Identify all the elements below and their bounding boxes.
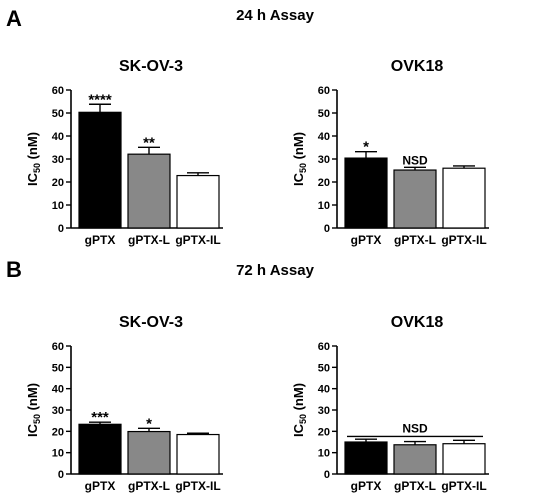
x-tick-label: gPTX — [85, 233, 116, 247]
bar — [442, 443, 486, 475]
y-tick-label: 0 — [324, 223, 330, 235]
x-tick-label: gPTX-IL — [175, 479, 220, 493]
y-tick-label: 40 — [52, 384, 64, 396]
bar — [393, 444, 437, 475]
y-axis-label: IC50 (nM) — [291, 383, 308, 437]
y-tick-label: 40 — [52, 131, 64, 143]
bar — [442, 167, 486, 229]
y-tick-label: 60 — [318, 341, 330, 353]
significance-label: NSD — [402, 153, 428, 167]
y-axis-label-sub: 50 — [32, 163, 42, 173]
y-tick-label: 30 — [52, 405, 64, 417]
bar — [78, 423, 122, 475]
y-axis-label-sub: 50 — [298, 414, 308, 424]
bar — [127, 153, 171, 229]
y-tick-label: 20 — [52, 426, 64, 438]
y-tick-label: 30 — [52, 154, 64, 166]
y-tick-label: 60 — [318, 85, 330, 97]
x-tick-label: gPTX-L — [394, 479, 436, 493]
x-tick-label: gPTX — [85, 479, 116, 493]
significance-label: ** — [143, 134, 155, 151]
significance-label: **** — [88, 91, 112, 108]
bar — [78, 111, 122, 229]
y-tick-label: 50 — [52, 362, 64, 374]
y-axis-label-main: IC — [291, 423, 306, 437]
bar — [344, 441, 388, 475]
y-axis-label: IC50 (nM) — [25, 132, 42, 186]
y-axis-label-unit: (nM) — [25, 383, 40, 414]
bracket-label: NSD — [402, 421, 428, 435]
y-tick-label: 20 — [52, 177, 64, 189]
y-tick-label: 50 — [318, 108, 330, 120]
y-tick-label: 0 — [58, 223, 64, 235]
panel-b-title: 72 h Assay — [236, 262, 314, 279]
y-tick-label: 10 — [52, 200, 64, 212]
x-tick-label: gPTX-IL — [441, 233, 486, 247]
y-tick-label: 20 — [318, 426, 330, 438]
y-tick-label: 20 — [318, 177, 330, 189]
chart-title: OVK18 — [391, 314, 444, 331]
y-axis-label-unit: (nM) — [25, 132, 40, 163]
x-tick-label: gPTX-IL — [441, 479, 486, 493]
chart-title: SK-OV-3 — [119, 314, 183, 331]
panel-b-letter: B — [6, 257, 22, 282]
bar — [393, 169, 437, 229]
y-tick-label: 60 — [52, 85, 64, 97]
y-axis-label-main: IC — [25, 172, 40, 186]
panel-a-title: 24 h Assay — [236, 7, 314, 24]
y-tick-label: 40 — [318, 384, 330, 396]
y-tick-label: 50 — [318, 362, 330, 374]
y-tick-label: 50 — [52, 108, 64, 120]
y-tick-label: 10 — [318, 448, 330, 460]
x-tick-label: gPTX-L — [394, 233, 436, 247]
x-tick-label: gPTX — [351, 233, 382, 247]
significance-label: * — [363, 139, 369, 156]
y-axis-label-main: IC — [291, 172, 306, 186]
y-tick-label: 60 — [52, 341, 64, 353]
panel-a-letter: A — [6, 6, 22, 31]
significance-label: *** — [91, 409, 109, 426]
y-tick-label: 10 — [52, 448, 64, 460]
y-axis-label-main: IC — [25, 423, 40, 437]
y-axis-label: IC50 (nM) — [25, 383, 42, 437]
y-axis-label-unit: (nM) — [291, 132, 306, 163]
y-tick-label: 40 — [318, 131, 330, 143]
x-tick-label: gPTX — [351, 479, 382, 493]
y-tick-label: 30 — [318, 154, 330, 166]
significance-label: * — [146, 415, 152, 432]
x-tick-label: gPTX-L — [128, 479, 170, 493]
x-tick-label: gPTX-L — [128, 233, 170, 247]
y-axis-label-sub: 50 — [298, 163, 308, 173]
y-tick-label: 0 — [324, 469, 330, 481]
bar — [176, 433, 220, 475]
y-tick-label: 10 — [318, 200, 330, 212]
bar — [344, 157, 388, 229]
y-axis-label: IC50 (nM) — [291, 132, 308, 186]
y-tick-label: 0 — [58, 469, 64, 481]
x-tick-label: gPTX-IL — [175, 233, 220, 247]
y-axis-label-sub: 50 — [32, 414, 42, 424]
y-tick-label: 30 — [318, 405, 330, 417]
bar — [127, 430, 171, 475]
chart-title: SK-OV-3 — [119, 58, 183, 75]
chart-title: OVK18 — [391, 58, 444, 75]
y-axis-label-unit: (nM) — [291, 383, 306, 414]
bar — [176, 174, 220, 229]
